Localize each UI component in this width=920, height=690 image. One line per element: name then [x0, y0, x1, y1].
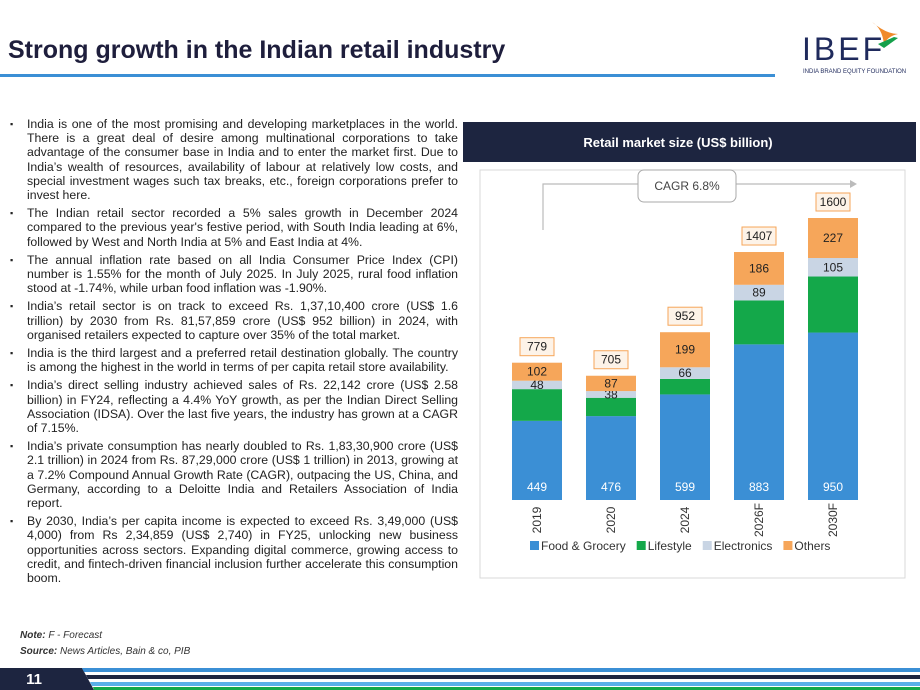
total-box: [593, 350, 629, 370]
bar-segment: [660, 332, 710, 368]
legend-swatch: [702, 541, 712, 550]
note: Note: F - Forecast: [20, 628, 190, 644]
bar-segment: [586, 391, 636, 398]
bar-segment: [512, 362, 562, 381]
total-box: [815, 192, 851, 212]
logo-mark: [872, 22, 898, 44]
source: Source: News Articles, Bain & co, PIB: [20, 644, 190, 660]
bullet: The annual inflation rate based on all I…: [10, 253, 458, 296]
value-label: 186: [749, 261, 769, 275]
chart-header: [463, 122, 916, 162]
bullet-list: India is one of the most promising and d…: [10, 117, 458, 589]
total-box: [667, 306, 703, 326]
bar-segment: [808, 332, 858, 500]
cagr-box: [637, 169, 737, 203]
x-tick-label: 2019: [530, 506, 544, 533]
total-label: 1600: [820, 195, 847, 209]
logo-mark: [878, 37, 898, 48]
legend-label: Lifestyle: [648, 539, 692, 553]
bullet: India is the third largest and a preferr…: [10, 346, 458, 374]
cagr-arrow: [542, 183, 850, 230]
total-label: 779: [527, 340, 547, 354]
note-label: Note:: [20, 630, 46, 641]
legend-label: Food & Grocery: [541, 539, 626, 553]
legend-label: Electronics: [714, 539, 773, 553]
bar-segment: [808, 258, 858, 277]
cagr-arrowhead: [850, 180, 857, 188]
value-label: 599: [675, 480, 695, 494]
value-label: 449: [527, 480, 547, 494]
bar-segment: [512, 420, 562, 500]
bar-segment: [734, 300, 784, 345]
value-label: 476: [601, 480, 621, 494]
bar-segment: [660, 367, 710, 379]
bar-segment: [586, 416, 636, 500]
footer-stripe: [82, 668, 920, 672]
x-tick-label: 2030F: [826, 503, 840, 537]
footer-stripe: [90, 682, 920, 686]
bullet: India’s private consumption has nearly d…: [10, 439, 458, 510]
logo: IBEF: [802, 31, 885, 67]
legend-label: Others: [794, 539, 830, 553]
x-tick-label: 2026F: [752, 503, 766, 537]
value-label: 883: [749, 480, 769, 494]
bar-segment: [660, 394, 710, 500]
source-label: Source:: [20, 646, 58, 657]
bar-segment: [734, 344, 784, 500]
bar-segment: [734, 284, 784, 301]
note-text: F - Forecast: [48, 630, 103, 641]
bar-segment: [808, 276, 858, 333]
value-label: 102: [527, 365, 547, 379]
footnotes: Note: F - Forecast Source: News Articles…: [20, 628, 190, 660]
title-rule: [0, 74, 775, 77]
cagr-label: CAGR 6.8%: [654, 179, 720, 193]
value-label: 950: [823, 480, 843, 494]
total-label: 705: [601, 353, 621, 367]
bar-segment: [808, 218, 858, 259]
value-label: 105: [823, 260, 843, 274]
bullet: India’s retail sector is on track to exc…: [10, 299, 458, 342]
value-label: 227: [823, 231, 843, 245]
x-tick-label: 2024: [678, 506, 692, 533]
value-label: 48: [530, 378, 544, 392]
bar-segment: [586, 375, 636, 392]
legend-swatch: [783, 541, 793, 550]
value-label: 87: [604, 376, 618, 390]
footer-stripe: [93, 687, 920, 690]
bar-segment: [586, 397, 636, 417]
bar-segment: [660, 378, 710, 395]
x-tick-label: 2020: [604, 506, 618, 533]
slide-title: Strong growth in the Indian retail indus…: [8, 36, 505, 64]
bullet: By 2030, India’s per capita income is ex…: [10, 514, 458, 585]
legend-swatch: [636, 541, 646, 550]
bar-segment: [734, 252, 784, 285]
page-number: 11: [26, 671, 42, 688]
footer-stripe: [86, 675, 920, 679]
bullet: The Indian retail sector recorded a 5% s…: [10, 206, 458, 249]
bar-segment: [512, 389, 562, 421]
source-text: News Articles, Bain & co, PIB: [60, 646, 191, 657]
total-label: 952: [675, 309, 695, 323]
bullet: India is one of the most promising and d…: [10, 117, 458, 202]
legend-swatch: [530, 541, 539, 550]
value-label: 89: [752, 286, 766, 300]
total-box: [741, 226, 777, 246]
total-label: 1407: [746, 229, 773, 243]
bar-segment: [512, 380, 562, 390]
bullet: India’s direct selling industry achieved…: [10, 378, 458, 435]
page-tab: [0, 668, 94, 690]
logo-tagline: INDIA BRAND EQUITY FOUNDATION: [803, 69, 906, 75]
value-label: 66: [678, 366, 692, 380]
value-label: 199: [675, 343, 695, 357]
total-box: [519, 337, 555, 357]
chart-title: Retail market size (US$ billion): [583, 135, 772, 150]
